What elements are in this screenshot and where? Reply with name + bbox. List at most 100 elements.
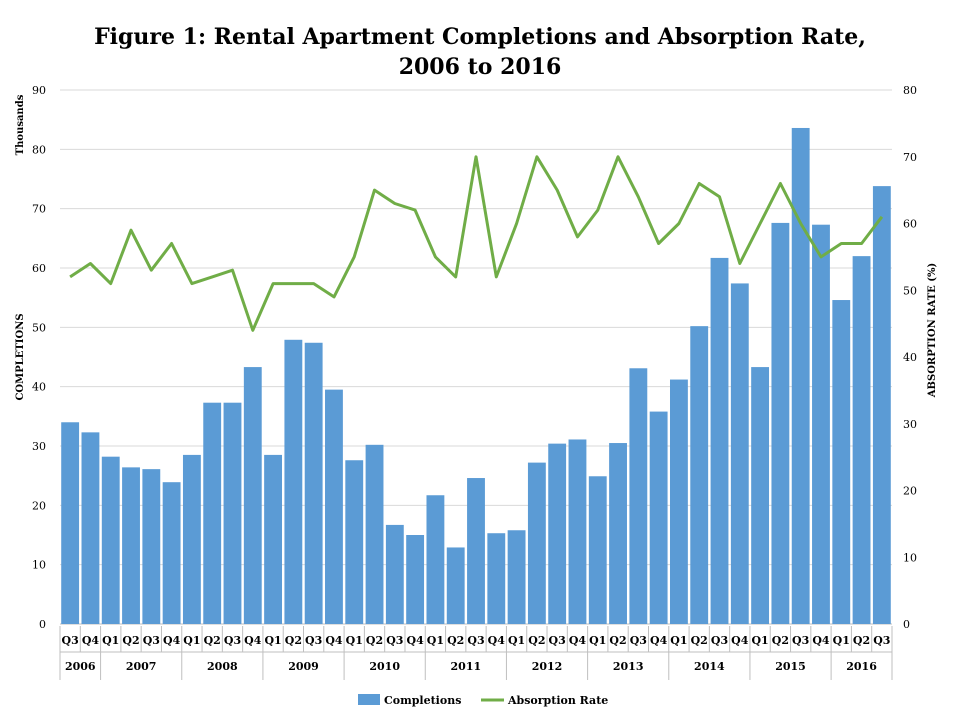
completions-bar: [182, 454, 201, 624]
left-axis-units: Thousands: [15, 94, 26, 155]
completions-bar: [61, 422, 80, 624]
year-label: 2015: [775, 660, 806, 673]
quarter-label: Q3: [467, 634, 484, 647]
quarter-label: Q2: [122, 634, 139, 647]
completions-bar: [467, 478, 485, 624]
completions-bar: [609, 443, 627, 624]
quarter-label: Q1: [589, 634, 606, 647]
quarter-label: Q4: [82, 634, 100, 647]
quarter-label: Q3: [305, 634, 322, 647]
completions-bar: [101, 456, 120, 624]
completions-bar: [426, 495, 445, 624]
left-tick-label: 80: [32, 143, 46, 156]
completions-bar: [284, 339, 303, 624]
completions-bar: [812, 224, 830, 625]
left-tick-label: 10: [32, 559, 46, 572]
quarter-label: Q3: [224, 634, 241, 647]
completions-bar: [162, 482, 181, 624]
completions-bar: [710, 257, 729, 624]
x-axis: Q3 Q4 Q1 Q2 Q3 Q4 Q1 Q2 Q3 Q4 Q1 Q2 Q3 Q4 Q1 Q2 Q3 Q4 Q1 Q2…: [59, 626, 893, 680]
left-tick-label: 70: [32, 203, 46, 216]
quarter-label: Q2: [528, 634, 545, 647]
completions-bar: [264, 454, 283, 624]
legend: Completions Absorption Rate: [358, 694, 608, 707]
quarter-label: Q1: [427, 634, 444, 647]
right-axis-label: ABSORPTION RATE (%): [927, 263, 938, 398]
right-tick-label: 20: [903, 485, 917, 498]
quarter-label: Q3: [386, 634, 403, 647]
quarter-label: Q4: [650, 634, 668, 647]
completions-bar: [751, 367, 770, 624]
completions-bar: [325, 389, 343, 624]
quarter-label: Q1: [833, 634, 850, 647]
completions-bar: [852, 256, 871, 624]
left-tick-label: 50: [32, 321, 46, 334]
year-label: 2006: [65, 660, 96, 673]
quarter-label: Q4: [244, 634, 262, 647]
year-label: 2011: [451, 660, 482, 673]
quarter-label: Q3: [630, 634, 647, 647]
completions-bar: [406, 535, 425, 624]
quarter-label: Q4: [731, 634, 749, 647]
quarter-label: Q4: [163, 634, 181, 647]
quarter-label: Q1: [264, 634, 281, 647]
completions-bar: [142, 469, 161, 624]
year-label: 2013: [613, 660, 644, 673]
year-label: 2010: [369, 660, 400, 673]
completions-bar: [527, 462, 546, 624]
completions-bar: [345, 460, 364, 624]
year-label: 2012: [532, 660, 563, 673]
completions-bar: [487, 533, 506, 624]
right-tick-label: 30: [903, 418, 917, 431]
right-tick-label: 70: [903, 151, 917, 164]
left-axis-ticks: 0 10 20 30 40 50 60 70 80 90: [32, 84, 46, 631]
completions-bar: [568, 439, 587, 624]
completions-bar: [548, 443, 567, 624]
quarter-label: Q3: [62, 634, 79, 647]
quarter-label: Q1: [508, 634, 525, 647]
legend-completions-swatch: [358, 694, 380, 705]
quarter-label: Q2: [853, 634, 870, 647]
year-label: 2007: [126, 660, 157, 673]
year-label: 2008: [207, 660, 238, 673]
left-tick-label: 20: [32, 499, 46, 512]
right-tick-label: 60: [903, 218, 917, 231]
quarter-label: Q3: [549, 634, 566, 647]
quarter-label: Q1: [183, 634, 200, 647]
right-tick-label: 80: [903, 84, 917, 97]
quarter-label: Q1: [346, 634, 363, 647]
year-label: 2014: [694, 660, 725, 673]
quarter-label: Q3: [792, 634, 809, 647]
quarter-label: Q2: [609, 634, 626, 647]
right-tick-label: 40: [903, 351, 917, 364]
completions-bar: [791, 127, 810, 625]
legend-completions-label: Completions: [384, 694, 461, 707]
left-tick-label: 30: [32, 440, 46, 453]
quarter-label: Q4: [812, 634, 830, 647]
quarter-label: Q2: [772, 634, 789, 647]
completions-bar: [669, 379, 688, 624]
quarter-label: Q1: [751, 634, 768, 647]
quarter-label: Q3: [873, 634, 890, 647]
quarter-label: Q3: [143, 634, 160, 647]
completions-bar: [771, 222, 790, 624]
right-tick-label: 50: [903, 284, 917, 297]
quarter-label: Q1: [102, 634, 119, 647]
completions-bar: [304, 342, 323, 624]
legend-absorption-label: Absorption Rate: [507, 694, 608, 707]
completions-bar: [365, 444, 384, 624]
left-tick-label: 0: [39, 618, 46, 631]
completions-bar: [649, 411, 668, 624]
completions-bar: [629, 368, 648, 624]
quarter-label: Q3: [711, 634, 728, 647]
completions-bar: [872, 186, 891, 624]
completions-bar: [507, 530, 526, 624]
completions-bar: [446, 547, 465, 624]
left-tick-label: 40: [32, 381, 46, 394]
left-axis-label: COMPLETIONS: [15, 313, 26, 400]
quarter-label: Q2: [204, 634, 221, 647]
completions-bar: [203, 402, 222, 624]
quarter-label: Q4: [325, 634, 343, 647]
right-tick-label: 10: [903, 551, 917, 564]
